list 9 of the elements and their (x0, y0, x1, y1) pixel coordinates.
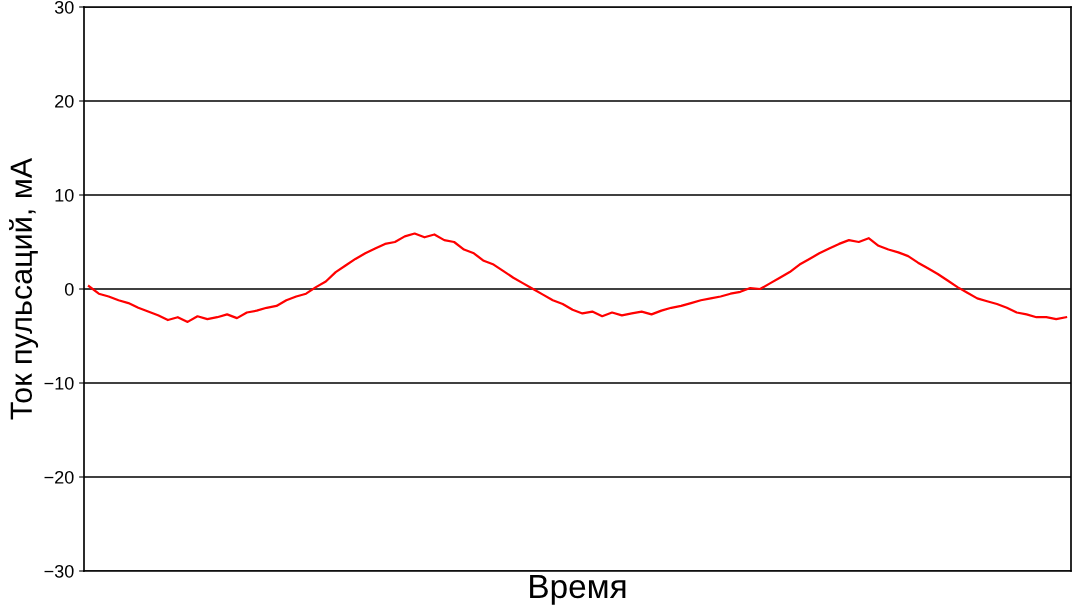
y-tick-label: 10 (55, 188, 74, 202)
y-axis-title: Ток пульсаций, мА (9, 157, 39, 420)
y-tick-label: 0 (64, 282, 74, 296)
y-tick-label: −20 (44, 470, 74, 484)
y-tick-label: −30 (44, 564, 74, 578)
y-tick-label: 20 (55, 94, 74, 108)
x-axis-title: Время (530, 575, 626, 605)
y-tick-label: 30 (54, 0, 74, 14)
y-tick-label: −10 (44, 376, 74, 390)
